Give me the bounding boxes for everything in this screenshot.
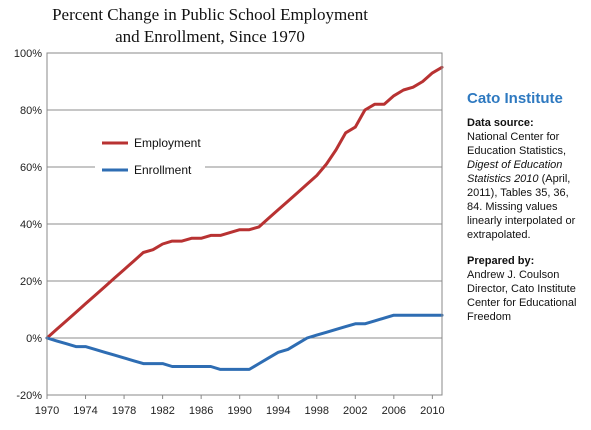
organization-name: Cato Institute: [467, 90, 563, 107]
data-source-heading: Data source:: [467, 117, 534, 129]
y-tick-label: 40%: [20, 219, 42, 231]
x-tick-label: 2002: [343, 405, 367, 417]
x-tick-label: 1990: [227, 405, 251, 417]
publication-title: Statistics 2010: [467, 173, 539, 185]
x-tick-label: 1998: [305, 405, 329, 417]
prepared-by-heading: Prepared by:: [467, 255, 535, 267]
data-source-line: 2011), Tables 35, 36,: [467, 187, 569, 199]
y-axis-tick-labels: -20% 0% 20% 40% 60% 80% 100%: [14, 48, 42, 402]
data-source-line: linearly interpolated or: [467, 215, 576, 227]
series-line-enrollment: [45, 313, 444, 371]
legend-label-employment: Employment: [134, 136, 201, 150]
y-tick-label: 0%: [26, 333, 42, 345]
prepared-by-line: Freedom: [467, 311, 512, 323]
y-tick-label: 100%: [14, 48, 42, 60]
sidebar-notes: Cato Institute Data source: National Cen…: [467, 90, 589, 324]
y-tick-label: 20%: [20, 276, 42, 288]
x-tick-label: 2006: [382, 405, 406, 417]
x-axis-tick-labels: 1970 1974 1978 1982 1986 1990 1994 1998 2002 2006…: [35, 395, 445, 417]
legend-label-enrollment: Enrollment: [134, 163, 192, 177]
prepared-by-line: Center for Educational: [467, 297, 577, 309]
x-tick-label: 1994: [266, 405, 290, 417]
series-layer: [45, 65, 444, 371]
y-tick-label: 60%: [20, 162, 42, 174]
line-chart: -20%0%20%40%60%80%100% 1970 1974 1978 1982 1…: [14, 48, 445, 417]
series-line-employment: [45, 65, 444, 340]
chart-title-line-2: and Enrollment, Since 1970: [115, 27, 305, 46]
chart-title-line-1: Percent Change in Public School Employme…: [52, 5, 368, 24]
x-tick-label: 2010: [420, 405, 444, 417]
y-tick-label: -20%: [16, 390, 42, 402]
legend: Employment Enrollment: [95, 128, 205, 184]
x-tick-label: 1978: [112, 405, 136, 417]
prepared-by-line: Director, Cato Institute: [467, 283, 576, 295]
data-source-line: Statistics 2010 (April,: [467, 172, 589, 186]
x-tick-label: 1970: [35, 405, 59, 417]
data-source-line: extrapolated.: [467, 229, 531, 241]
x-tick-label: 1986: [189, 405, 213, 417]
prepared-by-line: Andrew J. Coulson: [467, 269, 560, 281]
y-tick-label: 80%: [20, 105, 42, 117]
legend-box: [95, 128, 205, 184]
data-source-line: 84. Missing values: [467, 201, 558, 213]
x-tick-label: 1974: [73, 405, 97, 417]
data-source-line: Education Statistics,: [467, 145, 567, 157]
x-tick-label: 1982: [150, 405, 174, 417]
publication-title: Digest of Education: [467, 159, 563, 171]
data-source-line: Digest of Education: [467, 158, 589, 172]
chart-title: Percent Change in Public School Employme…: [0, 4, 420, 48]
data-source-line: National Center for: [467, 131, 560, 143]
plot-area-border: [46, 52, 443, 396]
data-source-date: (April,: [538, 173, 571, 185]
